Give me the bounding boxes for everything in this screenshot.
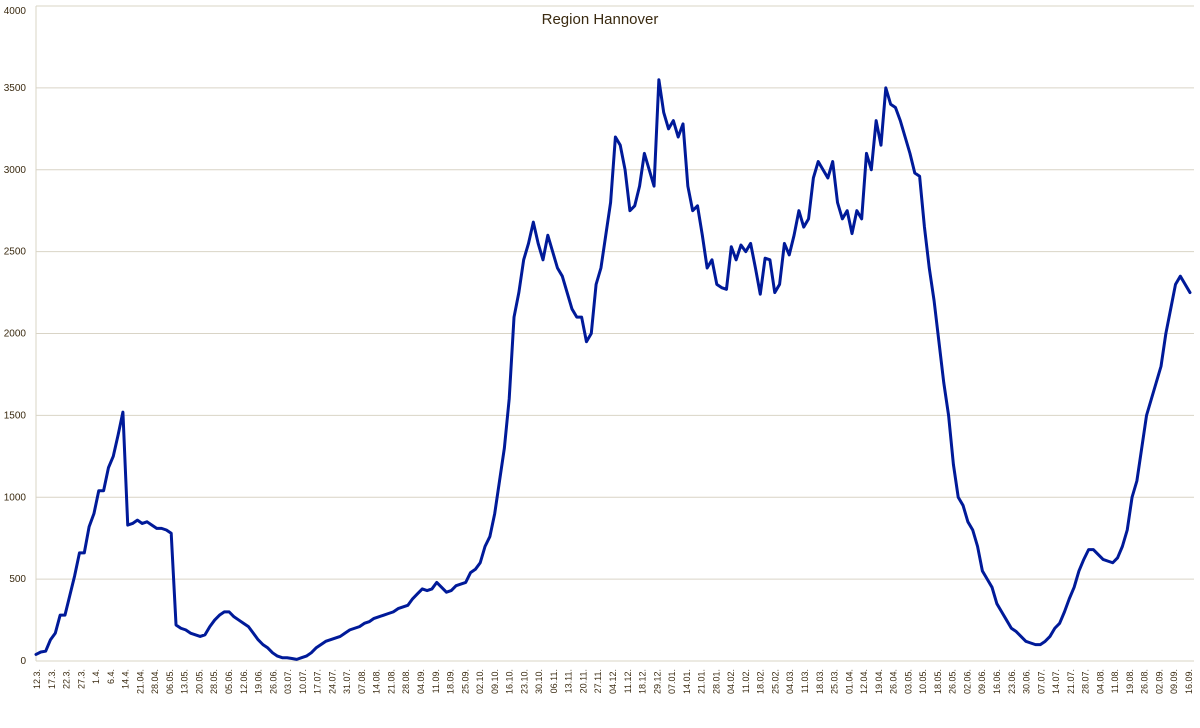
- x-tick-label: 19.04.: [874, 669, 884, 694]
- x-tick-label: 12.06.: [239, 669, 249, 694]
- x-tick-label: 23.10.: [519, 669, 529, 694]
- x-tick-label: 28.01.: [711, 669, 721, 694]
- x-tick-label: 01.04.: [844, 669, 854, 694]
- x-tick-label: 09.06.: [977, 669, 987, 694]
- x-tick-label: 18.02.: [756, 669, 766, 694]
- x-tick-label: 28.07.: [1081, 669, 1091, 694]
- x-tick-label: 21.04.: [135, 669, 145, 694]
- x-tick-label: 25.03.: [830, 669, 840, 694]
- x-tick-label: 28.08.: [401, 669, 411, 694]
- x-tick-label: 09.09.: [1169, 669, 1179, 694]
- x-tick-label: 22.3.: [62, 669, 72, 689]
- x-tick-label: 14.4.: [121, 669, 131, 689]
- x-tick-label: 6.4.: [106, 669, 116, 684]
- x-tick-label: 30.10.: [534, 669, 544, 694]
- x-tick-label: 16.09.: [1184, 669, 1194, 694]
- x-tick-label: 18.09.: [446, 669, 456, 694]
- x-tick-label: 30.06.: [1022, 669, 1032, 694]
- x-tick-label: 29.12.: [652, 669, 662, 694]
- series-line: [34, 78, 1192, 661]
- y-tick-label: 4000: [4, 6, 27, 17]
- x-tick-label: 24.07.: [327, 669, 337, 694]
- gridlines: [35, 5, 1194, 662]
- x-tick-label: 19.08.: [1125, 669, 1135, 694]
- x-tick-label: 16.06.: [992, 669, 1002, 694]
- x-tick-label: 20.05.: [194, 669, 204, 694]
- x-tick-label: 12.3.: [32, 669, 42, 689]
- x-tick-label: 27.3.: [76, 669, 86, 689]
- x-tick-label: 09.10.: [490, 669, 500, 694]
- x-tick-label: 14.01.: [682, 669, 692, 694]
- x-tick-label: 07.08.: [357, 669, 367, 694]
- x-tick-label: 13.11.: [564, 669, 574, 693]
- y-tick-label: 0: [20, 656, 26, 667]
- x-tick-label: 04.02.: [726, 669, 736, 694]
- x-tick-label: 14.07.: [1051, 669, 1061, 694]
- x-tick-label: 1.4.: [91, 669, 101, 684]
- x-tick-label: 26.06.: [268, 669, 278, 694]
- x-tick-label: 02.10.: [475, 669, 485, 694]
- x-tick-label: 26.05.: [948, 669, 958, 694]
- y-tick-label: 500: [9, 574, 26, 585]
- x-tick-label: 17.3.: [47, 669, 57, 689]
- x-tick-label: 27.11.: [593, 669, 603, 693]
- x-tick-label: 02.06.: [962, 669, 972, 694]
- x-tick-label: 31.07.: [342, 669, 352, 694]
- y-tick-label: 2000: [4, 329, 27, 340]
- y-tick-label: 1000: [4, 492, 27, 503]
- x-tick-label: 21.07.: [1066, 669, 1076, 694]
- x-tick-label: 14.08.: [372, 669, 382, 694]
- x-tick-label: 25.02.: [770, 669, 780, 694]
- x-tick-label: 03.05.: [903, 669, 913, 694]
- x-tick-label: 19.06.: [254, 669, 264, 694]
- x-tick-label: 11.02.: [741, 669, 751, 693]
- x-tick-label: 12.04.: [859, 669, 869, 694]
- x-tick-label: 21.08.: [386, 669, 396, 694]
- x-tick-label: 18.12.: [638, 669, 648, 694]
- x-tick-label: 28.04.: [150, 669, 160, 694]
- x-tick-label: 25.09.: [460, 669, 470, 694]
- x-tick-label: 04.03.: [785, 669, 795, 694]
- x-tick-label: 07.07.: [1036, 669, 1046, 694]
- x-tick-label: 06.11.: [549, 669, 559, 693]
- x-tick-label: 26.04.: [889, 669, 899, 694]
- x-tick-label: 07.01.: [667, 669, 677, 694]
- x-tick-label: 10.07.: [298, 669, 308, 694]
- y-tick-label: 3000: [4, 165, 27, 176]
- x-tick-label: 16.10.: [505, 669, 515, 694]
- y-tick-label: 1500: [4, 410, 27, 421]
- x-tick-label: 11.03.: [800, 669, 810, 693]
- chart-title: Region Hannover: [542, 11, 659, 28]
- x-tick-label: 04.12.: [608, 669, 618, 694]
- x-tick-label: 10.05.: [918, 669, 928, 694]
- x-tick-label: 17.07.: [313, 669, 323, 694]
- y-tick-label: 2500: [4, 247, 27, 258]
- x-tick-label: 11.12.: [623, 669, 633, 693]
- x-tick-label: 18.03.: [815, 669, 825, 694]
- y-tick-label: 3500: [4, 83, 27, 94]
- x-tick-label: 11.09.: [431, 669, 441, 693]
- x-tick-label: 13.05.: [180, 669, 190, 694]
- x-tick-label: 04.09.: [416, 669, 426, 694]
- x-tick-label: 05.06.: [224, 669, 234, 694]
- x-tick-label: 23.06.: [1007, 669, 1017, 694]
- x-tick-label: 04.08.: [1095, 669, 1105, 694]
- x-tick-label: 20.11.: [578, 669, 588, 693]
- x-tick-label: 02.09.: [1154, 669, 1164, 694]
- x-tick-label: 21.01.: [697, 669, 707, 694]
- x-tick-label: 03.07.: [283, 669, 293, 694]
- x-tick-label: 06.05.: [165, 669, 175, 694]
- x-tick-label: 28.05.: [209, 669, 219, 694]
- y-axis-ticks: 0 500 1000 1500 2000 2500 3000 3500 4000: [4, 6, 27, 667]
- x-tick-label: 26.08.: [1140, 669, 1150, 694]
- x-tick-label: 18.05.: [933, 669, 943, 694]
- x-axis-ticks: 12.3. 17.3. 22.3. 27.3. 1.4. 6.4. 14.4. 21.04. 2…: [32, 669, 1194, 694]
- x-tick-label: 11.08.: [1110, 669, 1120, 693]
